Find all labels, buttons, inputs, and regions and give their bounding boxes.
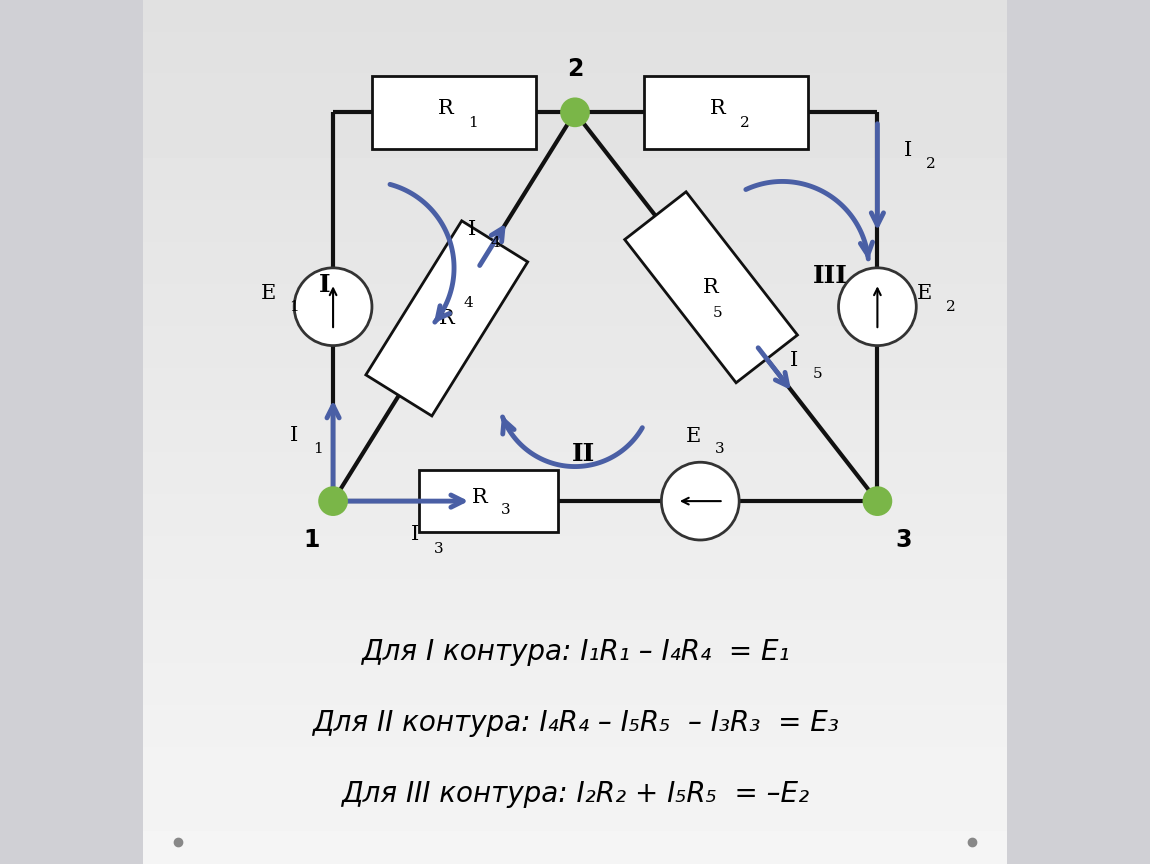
Text: 3: 3 (714, 442, 724, 456)
Text: R: R (710, 98, 726, 118)
Text: 3: 3 (895, 528, 912, 552)
Polygon shape (624, 192, 797, 383)
Circle shape (838, 268, 917, 346)
Circle shape (320, 487, 347, 515)
Text: R: R (437, 98, 453, 118)
Text: Для III контура: I₂R₂ + I₅R₅  = –E₂: Для III контура: I₂R₂ + I₅R₅ = –E₂ (340, 780, 810, 808)
Polygon shape (366, 221, 528, 416)
Text: I: I (319, 273, 330, 297)
Bar (644, 76, 808, 149)
Text: 2: 2 (567, 57, 583, 81)
Text: III: III (812, 264, 848, 289)
Text: Для II контура: I₄R₄ – I₅R₅  – I₃R₃  = E₃: Для II контура: I₄R₄ – I₅R₅ – I₃R₃ = E₃ (312, 709, 838, 737)
Text: I: I (468, 219, 476, 238)
Text: 2: 2 (741, 116, 750, 130)
Text: I: I (790, 351, 798, 370)
Text: 1: 1 (290, 300, 299, 314)
Text: I: I (411, 525, 420, 544)
Text: 4: 4 (490, 236, 500, 250)
Text: R: R (703, 278, 719, 296)
Circle shape (561, 98, 589, 126)
Text: R: R (473, 488, 488, 507)
Circle shape (864, 487, 891, 515)
Text: Для I контура: I₁R₁ – I₄R₄  = E₁: Для I контура: I₁R₁ – I₄R₄ = E₁ (361, 638, 789, 666)
Text: 1: 1 (468, 116, 478, 130)
Bar (371, 76, 536, 149)
Text: 1: 1 (313, 442, 322, 456)
Text: 1: 1 (304, 528, 320, 552)
Text: 2: 2 (946, 300, 956, 314)
Bar (420, 470, 558, 532)
Text: 5: 5 (713, 306, 722, 320)
Text: R: R (439, 309, 454, 327)
Text: E: E (918, 284, 933, 303)
Circle shape (661, 462, 739, 540)
Text: 4: 4 (463, 296, 474, 310)
Text: E: E (261, 284, 276, 303)
Text: I: I (290, 426, 298, 445)
Text: II: II (572, 442, 596, 466)
Text: 3: 3 (434, 542, 443, 556)
Text: 3: 3 (501, 503, 511, 517)
Text: 2: 2 (926, 157, 936, 171)
Text: 5: 5 (813, 367, 822, 381)
Circle shape (294, 268, 371, 346)
Text: I: I (904, 141, 912, 160)
Text: E: E (685, 427, 702, 446)
